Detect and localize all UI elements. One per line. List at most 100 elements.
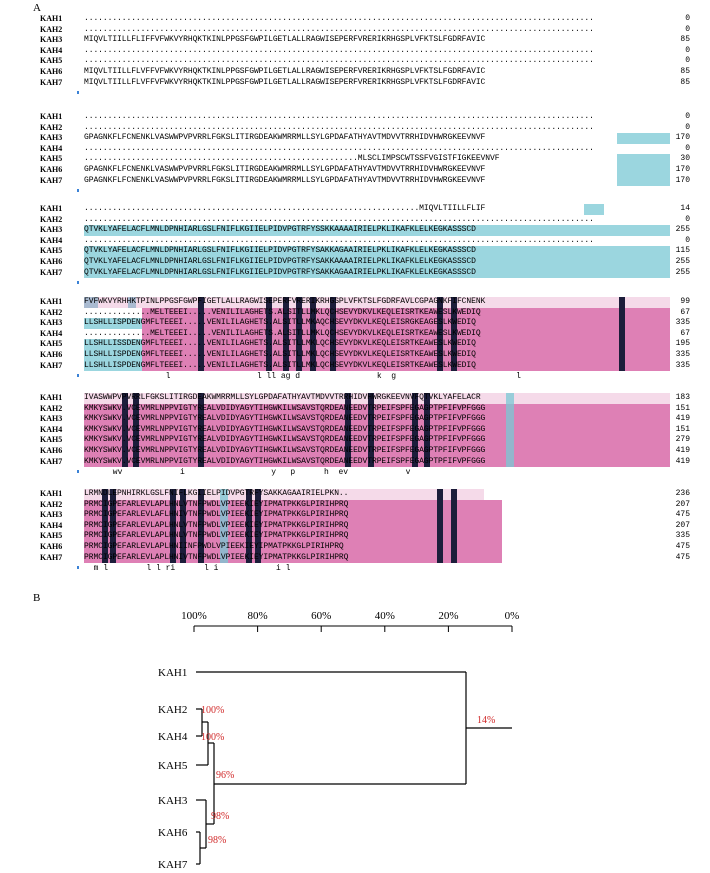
alignment-row: KAH1 IVASWWPVPVRRLFGKSLITIRGDEAKWMRRMLLSY… <box>40 393 690 404</box>
alignment-row: KAH7 MIQVLTIILLFLVFFVFWKVYRHQKTKINLPPGSFG… <box>40 78 690 89</box>
position-marker <box>77 281 79 284</box>
residue-count: 207 <box>675 520 690 530</box>
sequence-name: KAH2 <box>40 307 63 317</box>
highlight-layer <box>40 112 690 187</box>
node-labels: 100% 100% 96% 14% 98% 98% <box>201 705 495 846</box>
alignment-row: KAH5....................................… <box>40 154 690 165</box>
node-percentage-label: 98% <box>211 811 229 822</box>
tree-leaf-label: KAH3 <box>158 795 188 807</box>
alignment-rows: KAH1....................................… <box>40 112 690 186</box>
tree-branches <box>196 671 512 865</box>
sequence-name: KAH4 <box>40 143 63 153</box>
alignment-block-3: KAH1....................................… <box>40 204 690 284</box>
sequence-name: KAH4 <box>40 424 63 434</box>
scale-tick-label: 80% <box>248 610 268 622</box>
alignment-row: KAH3 QTVKLYAFELACFLMNLDPNHIARLGSLFNIFLKGI… <box>40 225 690 236</box>
residue-count: 195 <box>675 339 690 349</box>
residue-count: 170 <box>675 164 690 174</box>
sequence-residues: PRMCIGPEFARLEVLAFLHNIVTNFPWDLVPIEEKIEYIP… <box>84 510 349 520</box>
sequence-residues: ........................................… <box>84 204 486 213</box>
sequence-residues: LRMNDLEPNHIRKLGSLFNIFLKGIIELPIDVPGTRFYSA… <box>84 489 349 498</box>
alignment-row: KAH4....................................… <box>40 236 690 247</box>
sequence-residues: ........................................… <box>84 235 594 245</box>
residue-count: 335 <box>675 360 690 370</box>
sequence-residues: KMKYSWKV.VCEVMRLNPPVIGTYREALVDIDYAGYTIHG… <box>84 424 486 434</box>
sequence-name: KAH3 <box>40 414 63 424</box>
node-percentage-label: 100% <box>201 732 224 743</box>
sequence-name: KAH3 <box>40 35 63 45</box>
position-marker <box>77 374 79 377</box>
alignment-row: KAH5 KMKYSWKV.VCEVMRLNPPVIGTYREALVDIDYAGY… <box>40 435 690 446</box>
residue-count: 0 <box>685 24 690 34</box>
sequence-name: KAH1 <box>40 112 63 121</box>
sequence-residues: QTVKLYAFELACFLMNLDPNHIARLGSLFNIFLKGIIELP… <box>84 267 476 277</box>
sequence-residues: KMKYSWKV.VCEVMRLNPPVIGTYREALVDIDYAGYTIHG… <box>84 456 486 466</box>
alignment-row: KAH7 LLSHLLISPDENGMFLTEEEI.....VENILILAGH… <box>40 361 690 372</box>
sequence-residues: PRMCIGPEFARLEVLAPLHNIINFPWDLVPIEEKIEYIPM… <box>84 541 344 551</box>
residue-count: 151 <box>675 424 690 434</box>
alignment-row: KAH7 PRMCIGPEFARLEVLAPLHNIVTNFPWDLVPIEEKI… <box>40 553 690 564</box>
residue-count: 335 <box>675 531 690 541</box>
residue-count: 0 <box>685 235 690 245</box>
residue-count: 475 <box>675 541 690 551</box>
alignment-row: KAH3 LLSHLLISPDENGMFLTEEEI.....VENILILAGH… <box>40 318 690 329</box>
scale-tick-label: 20% <box>438 610 458 622</box>
node-percentage-label: 14% <box>477 715 495 726</box>
residue-count: 0 <box>685 122 690 132</box>
alignment-row: KAH7 GPAGNKFLFCNENKLVASWWPVPVRRLFGKSLITIR… <box>40 176 690 187</box>
sequence-residues: ..............MELTEEEI.....VENILILAGHETS… <box>84 328 481 338</box>
sequence-residues: QTVKLYAFELACFLMNLDPNHIARLGSLFNIFLKGIIELP… <box>84 256 476 266</box>
sequence-name: KAH1 <box>40 489 63 498</box>
sequence-name: KAH5 <box>40 56 63 66</box>
node-percentage-label: 96% <box>216 770 234 781</box>
alignment-row: KAH3 GPAGNKFLFCNENKLVASWWPVPVRRLFGKSLITIR… <box>40 133 690 144</box>
sequence-name: KAH4 <box>40 520 63 530</box>
residue-count: 67 <box>680 328 690 338</box>
alignment-row: KAH6 QTVKLYAFELACFLMNLDPNHIARLGSLFNIFLKGI… <box>40 257 690 268</box>
scale-tick-label: 0% <box>505 610 520 622</box>
residue-count: 255 <box>675 225 690 235</box>
alignment-row: KAH2 PRMCIGPEFARLEVLAPLHNLVTNFPWDLVPIEEKI… <box>40 500 690 511</box>
residue-count: 30 <box>680 154 690 164</box>
sequence-residues: KMKYSWKV.VCEVMRLNPPVIGTYREALVDIDYAGYTIHG… <box>84 445 486 455</box>
sequence-name: KAH3 <box>40 510 63 520</box>
sequence-name: KAH4 <box>40 235 63 245</box>
sequence-residues: KMKYSWKV.VCEVMRLNPPVIGTYREALVDIDYAGYTIHG… <box>84 403 486 413</box>
panel-a-label: A <box>33 2 41 14</box>
scale-ticks: 100% 80% 60% 40% 20% 0% <box>181 610 519 632</box>
sequence-residues: ........................................… <box>84 214 594 224</box>
sequence-name: KAH2 <box>40 214 63 224</box>
sequence-residues: LLSHLLISPDENGMFLTEEEI.....VENILILAGHETS.… <box>84 349 476 359</box>
position-marker <box>77 189 79 192</box>
sequence-residues: ........................................… <box>84 122 594 132</box>
residue-count: 85 <box>680 66 690 76</box>
residue-count: 279 <box>675 435 690 445</box>
sequence-residues: GPAGNKFLFCNENKLVASWWPVPVRRLFGKSLITIRGDEA… <box>84 175 486 185</box>
leaf-labels: KAH1 KAH2 KAH4 KAH5 KAH3 KAH6 KAH7 <box>158 667 188 871</box>
sequence-name: KAH3 <box>40 133 63 143</box>
residue-count: 255 <box>675 256 690 266</box>
alignment-row: KAH2....................................… <box>40 123 690 134</box>
alignment-row: KAH5 PRMCIGPEFARLEVLAPLHNLVTNFPWDLVPIEEKI… <box>40 531 690 542</box>
residue-count: 170 <box>675 175 690 185</box>
sequence-name: KAH4 <box>40 328 63 338</box>
alignment-block-2: KAH1....................................… <box>40 112 690 192</box>
residue-count: 335 <box>675 318 690 328</box>
alignment-row: KAH1 LRMNDLEPNHIRKLGSLFNIFLKGIIELPIDVPGTR… <box>40 489 690 500</box>
alignment-rows: KAH1 IVASWWPVPVRRLFGKSLITIRGDEAKWMRRMLLSY… <box>40 393 690 467</box>
residue-count: 99 <box>680 297 690 306</box>
consensus-line: m l l l ri l i i l <box>84 564 291 574</box>
tree-leaf-label: KAH2 <box>158 704 187 716</box>
alignment-block-4: KAH1 FVFWKVYRHHKTPINLPPGSFGWPFIGETLALLRAG… <box>40 297 690 381</box>
residue-count: 419 <box>675 445 690 455</box>
dendrogram: 100% 80% 60% 40% 20% 0% KAH1KAH2KAH4KAH5KAH3K… <box>158 610 519 871</box>
alignment-block-6: KAH1 LRMNDLEPNHIRKLGSLFNIFLKGIIELPIDVPGTR… <box>40 489 690 573</box>
sequence-name: KAH6 <box>40 349 63 359</box>
sequence-name: KAH2 <box>40 499 63 509</box>
alignment-row: KAH3 MIQVLTIILLFLIFFVFWKVYRHQKTKINLPPGSFG… <box>40 35 690 46</box>
residue-count: 475 <box>675 510 690 520</box>
position-marker <box>77 91 79 94</box>
tree-leaf-label: KAH1 <box>158 667 187 679</box>
residue-count: 85 <box>680 35 690 45</box>
alignment-row: KAH4 PRMCIGPEFARLEVLAPLHNLVTNFPWDLVPIEEKI… <box>40 521 690 532</box>
